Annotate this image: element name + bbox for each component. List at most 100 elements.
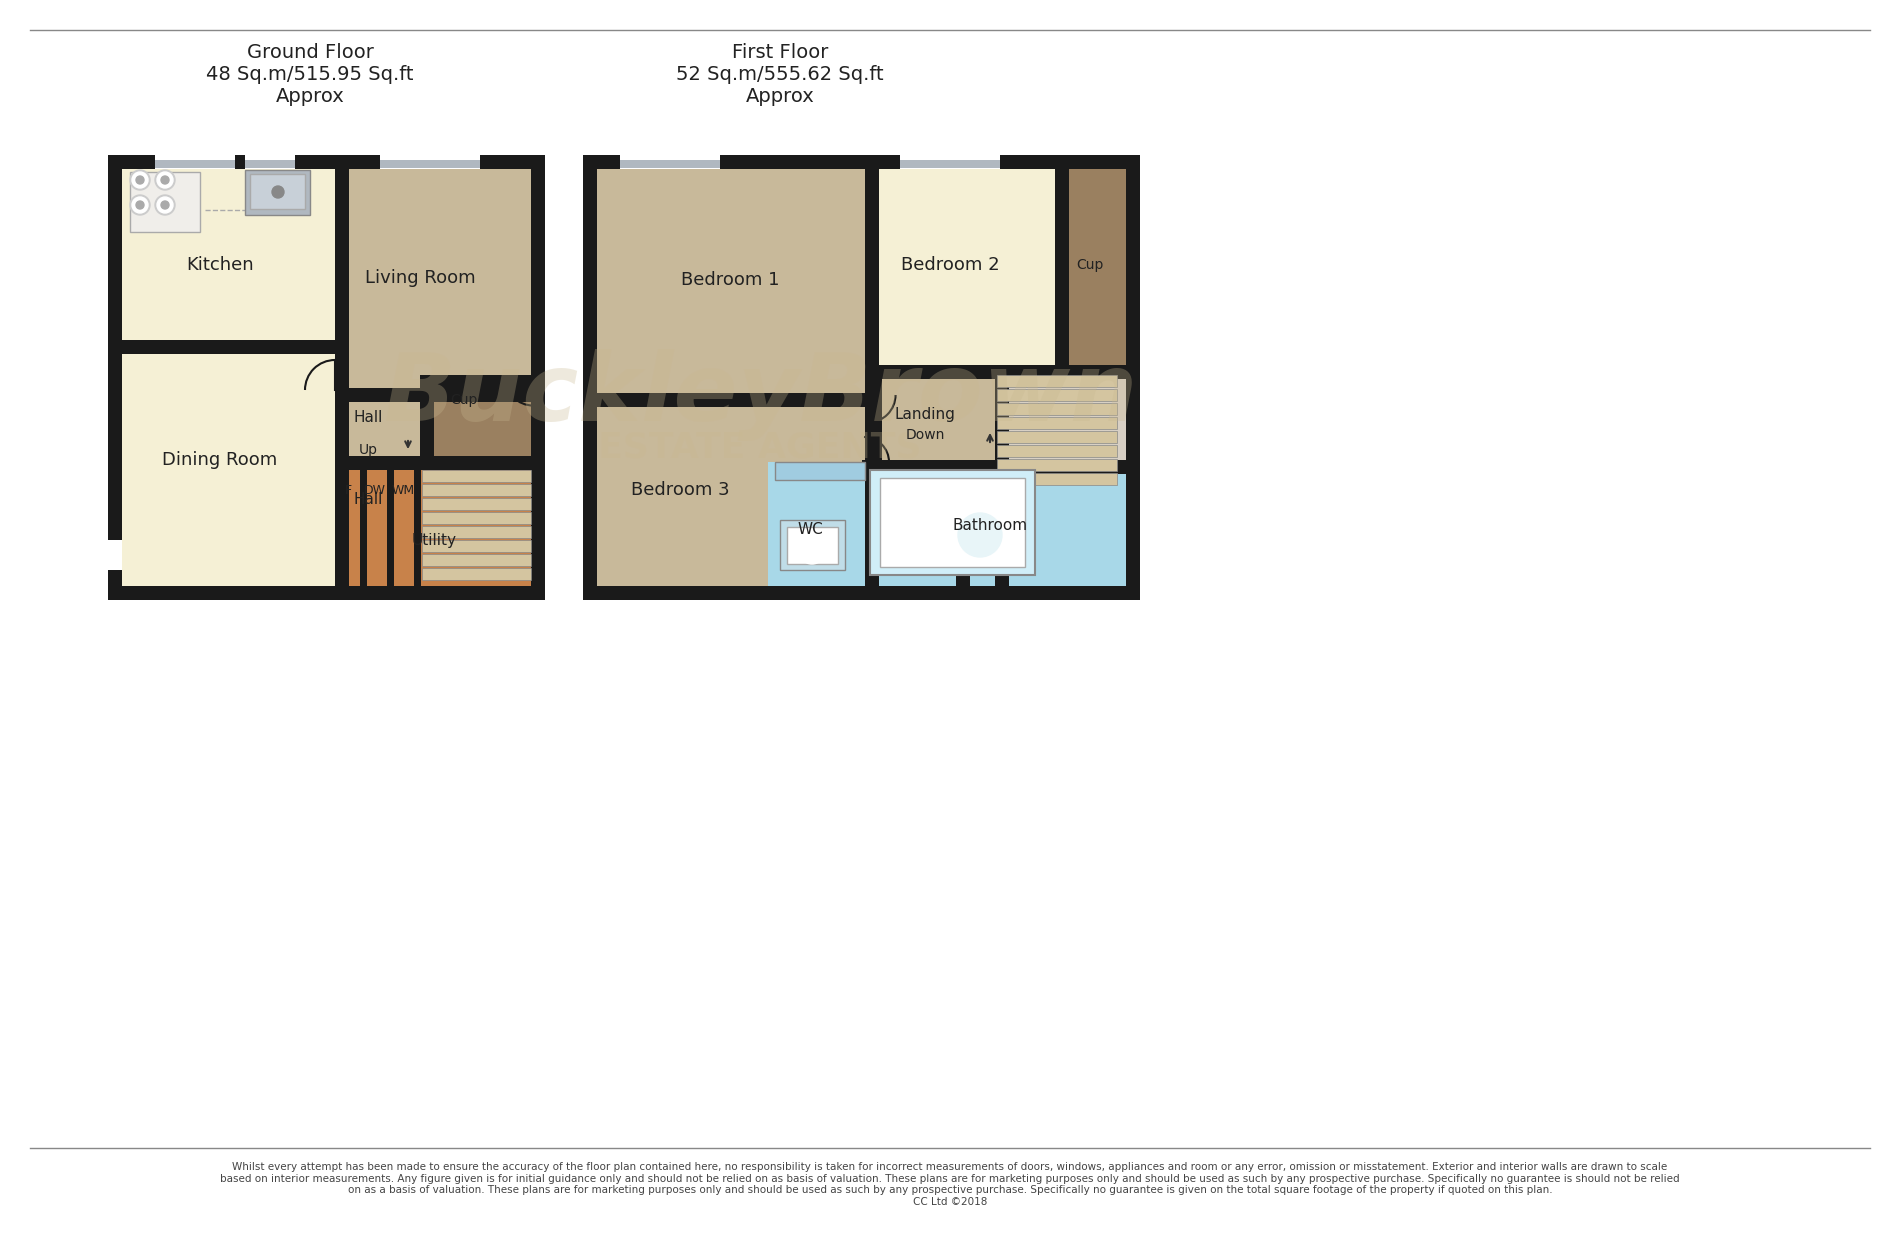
Bar — [864, 167, 1054, 367]
Bar — [108, 156, 545, 600]
Bar — [334, 340, 350, 600]
Bar — [768, 462, 864, 588]
Bar — [619, 156, 720, 169]
Circle shape — [131, 172, 148, 188]
Bar — [864, 156, 880, 520]
Text: Bedroom 2: Bedroom 2 — [901, 256, 999, 274]
Bar — [998, 473, 1117, 485]
Bar — [787, 527, 838, 564]
Bar — [245, 156, 294, 169]
Bar — [595, 167, 864, 396]
Text: Hall: Hall — [353, 411, 382, 425]
Text: ESTATE AGENTS: ESTATE AGENTS — [598, 430, 922, 465]
Text: WM: WM — [391, 484, 414, 496]
Circle shape — [158, 172, 173, 188]
Bar — [864, 460, 880, 590]
Bar — [420, 374, 534, 468]
Bar — [108, 540, 122, 570]
Bar — [334, 458, 534, 600]
Circle shape — [156, 170, 175, 190]
Text: Cup: Cup — [450, 393, 477, 407]
Bar — [422, 513, 530, 524]
Bar — [595, 396, 868, 588]
Bar — [901, 160, 999, 168]
Bar — [334, 167, 350, 340]
Circle shape — [272, 187, 283, 198]
Bar — [870, 470, 1036, 575]
Text: Down: Down — [904, 428, 944, 442]
Bar — [129, 172, 200, 231]
Bar — [775, 462, 864, 480]
Bar — [388, 458, 393, 588]
Bar — [422, 554, 530, 566]
Bar — [864, 367, 996, 481]
Text: Cup: Cup — [1075, 258, 1104, 272]
Circle shape — [162, 175, 169, 184]
Bar — [864, 364, 996, 379]
Bar — [864, 367, 880, 460]
Text: DW: DW — [365, 484, 386, 496]
Bar — [422, 569, 530, 580]
Bar — [245, 160, 294, 168]
Text: Bedroom 1: Bedroom 1 — [680, 271, 779, 289]
Bar — [583, 156, 1140, 600]
Bar — [998, 417, 1117, 429]
Bar — [998, 445, 1117, 457]
Bar — [420, 374, 433, 468]
Bar — [422, 470, 530, 481]
Bar — [422, 484, 530, 496]
Bar — [998, 430, 1117, 443]
Bar — [414, 458, 422, 588]
Bar — [1054, 167, 1127, 367]
Bar — [583, 156, 597, 600]
Bar — [108, 586, 545, 600]
Text: Whilst every attempt has been made to ensure the accuracy of the floor plan cont: Whilst every attempt has been made to en… — [220, 1162, 1680, 1207]
Bar — [863, 462, 1127, 588]
Bar — [120, 340, 334, 355]
Bar — [583, 156, 1140, 169]
Bar — [530, 156, 545, 600]
Bar — [108, 340, 122, 600]
Bar — [334, 457, 534, 470]
Bar — [380, 160, 481, 168]
Bar — [868, 364, 882, 465]
Text: Utility: Utility — [412, 532, 456, 547]
Bar — [420, 374, 534, 389]
Bar — [108, 340, 338, 600]
Text: Landing: Landing — [895, 408, 956, 423]
Text: Ground Floor
48 Sq.m/515.95 Sq.ft
Approx: Ground Floor 48 Sq.m/515.95 Sq.ft Approx — [207, 44, 414, 107]
Text: Bathroom: Bathroom — [952, 518, 1028, 532]
Text: WC: WC — [798, 522, 823, 537]
Bar — [422, 526, 530, 537]
Text: Hall: Hall — [353, 493, 382, 508]
Text: Kitchen: Kitchen — [186, 256, 255, 274]
Bar — [956, 460, 971, 590]
Bar — [619, 160, 720, 168]
Circle shape — [156, 195, 175, 215]
Bar — [334, 167, 534, 391]
Circle shape — [162, 202, 169, 209]
Bar — [998, 389, 1117, 401]
Bar — [781, 520, 846, 570]
Circle shape — [137, 202, 144, 209]
Text: Living Room: Living Room — [365, 269, 475, 287]
Bar — [1127, 156, 1140, 600]
Bar — [156, 160, 236, 168]
Text: F: F — [344, 484, 352, 496]
Bar — [334, 458, 429, 600]
Bar — [996, 364, 1127, 379]
Bar — [998, 374, 1117, 387]
Bar — [901, 156, 999, 169]
Text: Up: Up — [359, 443, 378, 457]
Text: BuckleyBrown: BuckleyBrown — [384, 350, 1136, 442]
Bar — [880, 478, 1024, 567]
Bar — [998, 459, 1117, 471]
Bar — [1054, 156, 1070, 369]
Bar — [334, 388, 534, 402]
Bar — [597, 393, 864, 407]
Bar — [245, 170, 310, 215]
Circle shape — [158, 197, 173, 213]
Circle shape — [798, 536, 826, 564]
Bar — [156, 156, 236, 169]
Circle shape — [958, 513, 1001, 557]
